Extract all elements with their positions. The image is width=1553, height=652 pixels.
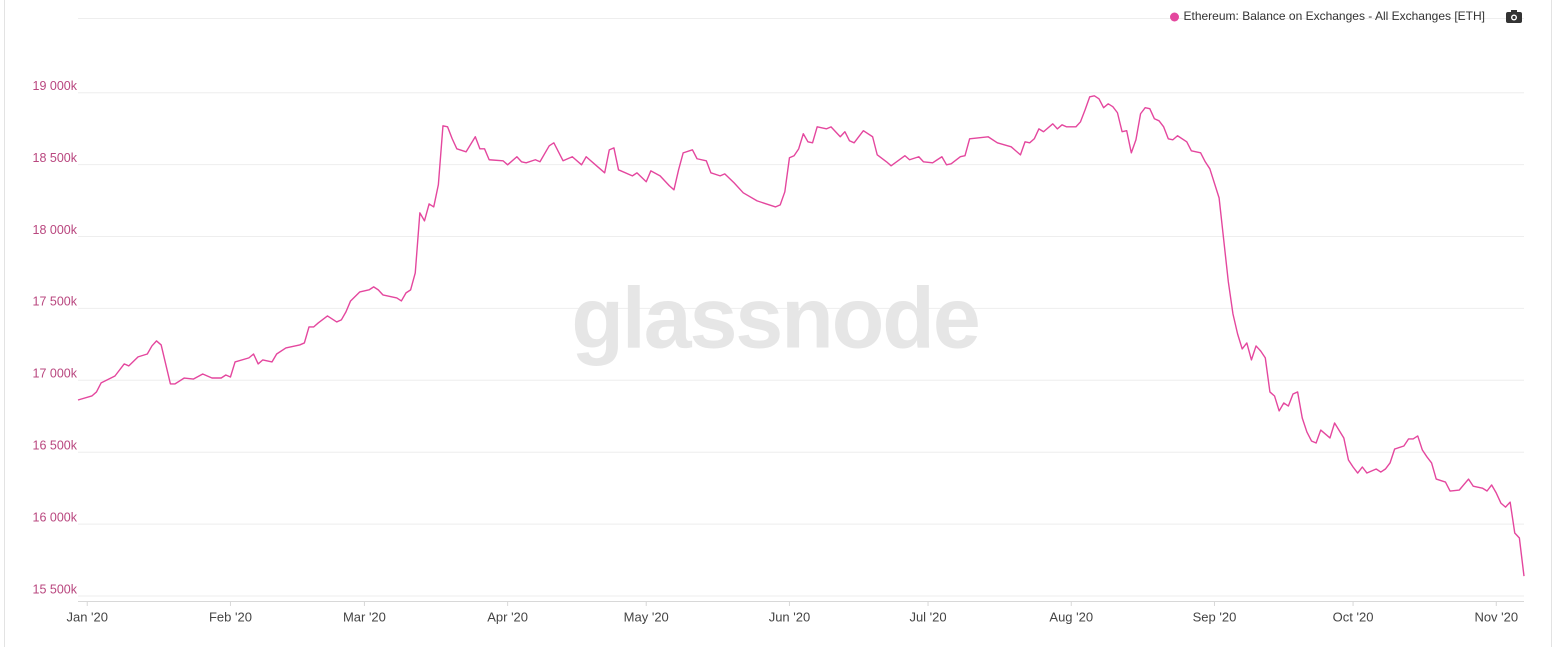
y-tick-label: 16 500k	[33, 438, 78, 452]
camera-icon[interactable]	[1506, 10, 1522, 23]
y-tick-label: 18 000k	[33, 223, 78, 237]
x-tick-label: Jan '20	[66, 609, 108, 624]
data-line	[77, 95, 1525, 577]
y-tick-label: 18 500k	[33, 151, 78, 165]
x-tick-label: Mar '20	[343, 609, 386, 624]
y-tick-label: 16 000k	[33, 510, 78, 524]
x-tick-label: Jul '20	[909, 609, 946, 624]
legend-label: Ethereum: Balance on Exchanges - All Exc…	[1184, 9, 1486, 23]
watermark: glassnode	[571, 271, 978, 367]
x-tick-label: Apr '20	[487, 609, 528, 624]
y-tick-label: 15 500k	[33, 582, 78, 596]
x-tick-label: Aug '20	[1049, 609, 1093, 624]
y-tick-label: 17 000k	[33, 367, 78, 381]
x-tick-label: Oct '20	[1333, 609, 1374, 624]
camera-top	[1511, 10, 1517, 13]
x-tick-label: Sep '20	[1193, 609, 1237, 624]
x-tick-label: Nov '20	[1474, 609, 1518, 624]
legend-marker	[1170, 12, 1179, 22]
y-tick-label: 19 000k	[33, 79, 78, 93]
x-tick-label: Jun '20	[769, 609, 811, 624]
y-tick-label: 17 500k	[33, 295, 78, 309]
x-tick-label: Feb '20	[209, 609, 252, 624]
x-tick-label: May '20	[624, 609, 669, 624]
camera-lens-inner	[1512, 15, 1516, 20]
